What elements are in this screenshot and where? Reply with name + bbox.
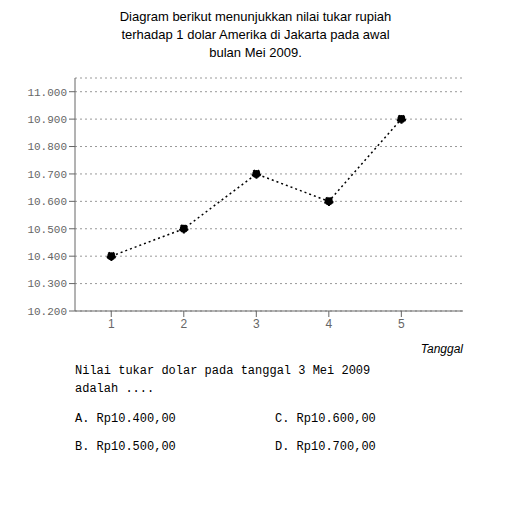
svg-text:5: 5 xyxy=(398,317,405,331)
html-text:C. Rp10.600,00: C. Rp10.600,00 xyxy=(275,412,376,426)
svg-text:11.000: 11.000 xyxy=(27,87,67,99)
svg-text:10.900: 10.900 xyxy=(27,114,67,126)
svg-text:Tanggal: Tanggal xyxy=(421,342,464,356)
html-text:Nilai tukar dolar pada tanggal: Nilai tukar dolar pada tanggal 3 Mei 200… xyxy=(75,364,371,378)
html-text:Diagram berikut menunjukkan ni: Diagram berikut menunjukkan nilai tukar … xyxy=(119,9,392,24)
svg-text:3: 3 xyxy=(253,317,260,331)
html-text:B. Rp10.500,00: B. Rp10.500,00 xyxy=(75,440,176,454)
html-text:D. Rp10.700,00: D. Rp10.700,00 xyxy=(275,440,376,454)
svg-text:10.500: 10.500 xyxy=(27,224,67,236)
html-text:adalah ....: adalah .... xyxy=(75,382,155,396)
svg-text:10.400: 10.400 xyxy=(27,251,67,263)
svg-text:10.700: 10.700 xyxy=(27,169,67,181)
svg-text:2: 2 xyxy=(180,317,187,331)
svg-text:10.300: 10.300 xyxy=(27,278,67,290)
html-text:terhadap 1 dolar Amerika di Ja: terhadap 1 dolar Amerika di Jakarta pada… xyxy=(121,27,390,42)
svg-text:10.600: 10.600 xyxy=(27,196,67,208)
svg-text:10.800: 10.800 xyxy=(27,141,67,153)
svg-text:1: 1 xyxy=(108,317,115,331)
svg-text:10.200: 10.200 xyxy=(27,306,67,318)
html-text:A. Rp10.400,00: A. Rp10.400,00 xyxy=(75,412,176,426)
html-text:bulan Mei 2009.: bulan Mei 2009. xyxy=(209,45,302,60)
svg-text:4: 4 xyxy=(325,317,332,331)
